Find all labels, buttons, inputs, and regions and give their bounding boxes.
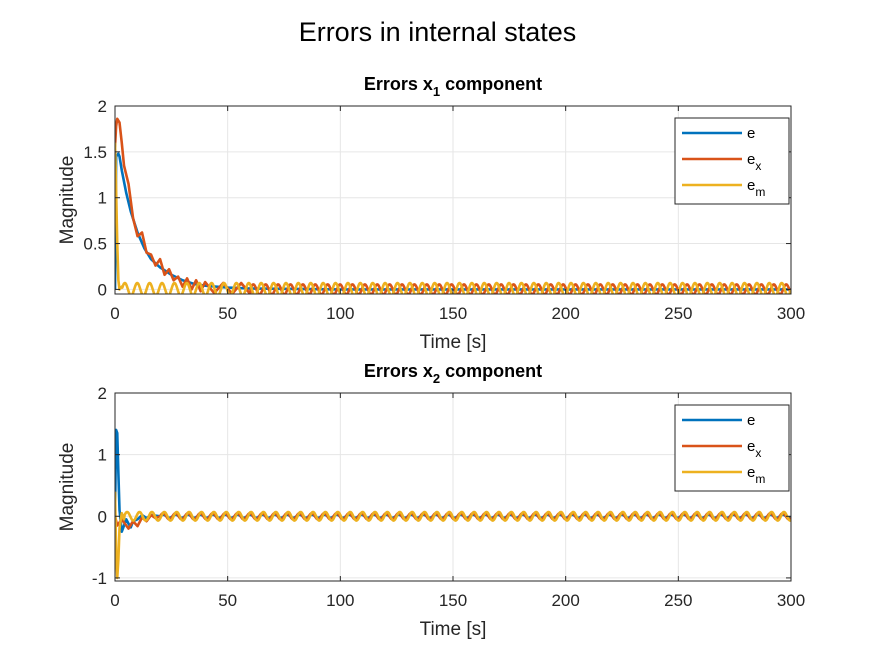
x-tick-label: 100 [326, 304, 354, 323]
y-tick-label: 2 [98, 97, 107, 116]
legend-label-main: e [747, 438, 755, 455]
legend-label-em: em [747, 177, 765, 199]
x-tick-label: 0 [110, 591, 119, 610]
series-line-ex [115, 117, 791, 294]
y-tick-label: -1 [92, 569, 107, 588]
legend-box [674, 404, 790, 492]
legend-label-main: e [747, 412, 755, 429]
x-tick-label: 250 [664, 304, 692, 323]
x-tick-label: 50 [218, 591, 237, 610]
x-axis-label: Time [s] [420, 332, 487, 353]
y-tick-label: 1.5 [83, 143, 107, 162]
x-tick-label: 50 [218, 304, 237, 323]
legend-label-main: e [747, 464, 755, 481]
legend-label-subscript: x [755, 159, 761, 173]
legend-label-main: e [747, 151, 755, 168]
y-axis-label: Magnitude [57, 156, 78, 245]
series-line-em [115, 491, 791, 580]
x-tick-label: 250 [664, 591, 692, 610]
y-axis-label: Magnitude [57, 443, 78, 532]
y-tick-label: 0.5 [83, 235, 107, 254]
y-tick-label: 2 [98, 384, 107, 403]
legend-label-subscript: m [755, 185, 765, 199]
figure-suptitle: Errors in internal states [299, 17, 577, 47]
chart-title-subscript: 1 [433, 84, 440, 99]
legend-label-main: e [747, 125, 755, 142]
x-tick-label: 150 [439, 304, 467, 323]
legend-label-em: em [747, 464, 765, 486]
y-tick-label: 0 [98, 280, 107, 299]
legend-label-main: e [747, 177, 755, 194]
y-tick-label: 0 [98, 507, 107, 526]
x-tick-label: 200 [551, 304, 579, 323]
chart-title-main: Errors x [364, 361, 433, 381]
x-tick-label: 150 [439, 591, 467, 610]
legend-label-subscript: m [755, 472, 765, 486]
chart-title-subscript: 2 [433, 371, 440, 386]
chart-title: Errors x2 component [364, 361, 542, 386]
x-tick-label: 300 [777, 591, 805, 610]
legend-label-e: e [747, 412, 755, 429]
chart-title: Errors x1 component [364, 74, 542, 99]
legend-label-e: e [747, 125, 755, 142]
y-tick-label: 1 [98, 446, 107, 465]
y-tick-label: 1 [98, 189, 107, 208]
legend-label-ex: ex [747, 438, 761, 460]
x-tick-label: 300 [777, 304, 805, 323]
legend-label-subscript: x [755, 446, 761, 460]
legend-label-ex: ex [747, 151, 761, 173]
x-tick-label: 200 [551, 591, 579, 610]
x-tick-label: 0 [110, 304, 119, 323]
legend-box [674, 117, 790, 205]
x-tick-label: 100 [326, 591, 354, 610]
x-axis-label: Time [s] [420, 619, 487, 640]
chart-title-main: Errors x [364, 74, 433, 94]
chart-title-rest: component [440, 361, 542, 381]
chart-x1-component: 0 50 100 150 200 250 300 0 0.5 1 1.5 2 Time [s] Magni… [57, 74, 805, 353]
chart-title-rest: component [440, 74, 542, 94]
